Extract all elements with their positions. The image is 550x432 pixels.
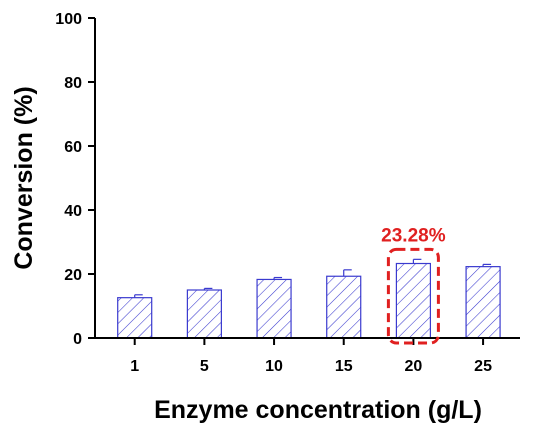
bar	[117, 297, 153, 339]
x-tick-label: 20	[405, 358, 423, 375]
y-tick-label: 60	[64, 139, 82, 156]
x-axis-ticks: 1 5 10 15 20 25	[130, 338, 492, 375]
x-tick-label: 25	[474, 358, 492, 375]
bar	[326, 275, 362, 339]
y-axis-title: Conversion (%)	[10, 86, 38, 269]
x-tick-label: 1	[130, 358, 139, 375]
bars	[117, 258, 501, 339]
y-tick-label: 100	[55, 11, 82, 28]
highlight-annotation: 23.28%	[381, 225, 446, 246]
highlight-box	[386, 247, 440, 345]
x-tick-label: 10	[265, 358, 283, 375]
y-tick-label: 20	[64, 267, 82, 284]
x-tick-label: 5	[200, 358, 209, 375]
y-tick-label: 40	[64, 203, 82, 220]
x-axis-title: Enzyme concentration (g/L)	[154, 396, 482, 424]
bar	[465, 266, 501, 339]
y-tick-label: 80	[64, 75, 82, 92]
bar	[186, 289, 222, 339]
y-axis-ticks: 0 20 40 60 80 100	[55, 11, 95, 348]
highlight-group: 23.28%	[381, 225, 446, 345]
x-tick-label: 15	[335, 358, 353, 375]
bar	[256, 278, 292, 339]
y-tick-label: 0	[73, 331, 82, 348]
bar	[395, 262, 432, 339]
